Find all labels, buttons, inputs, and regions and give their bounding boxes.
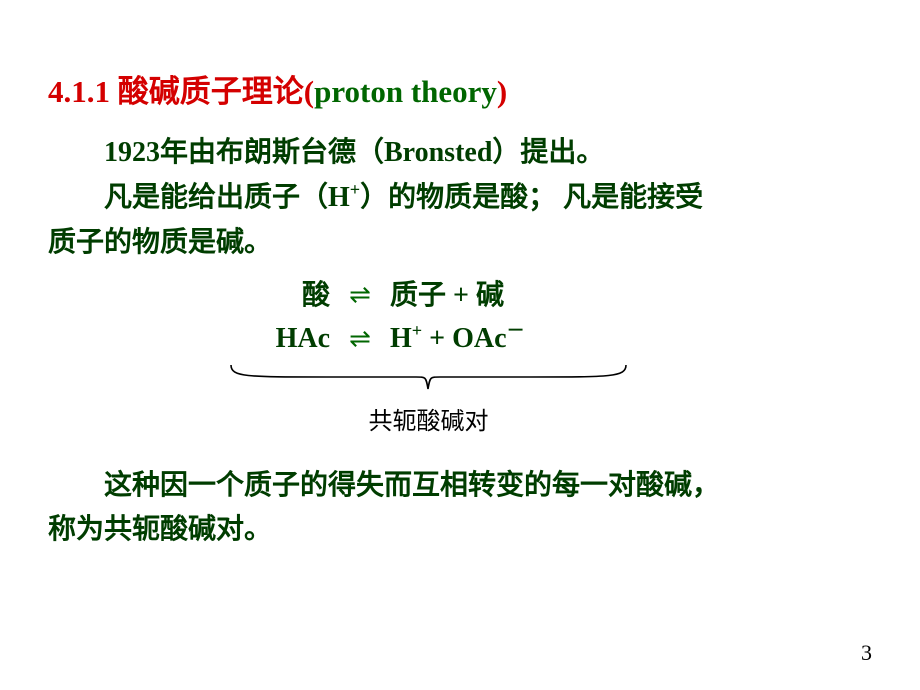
body-line-1: 1923年由布朗斯台德（Bronsted）提出。 [40,131,880,176]
section-heading: 4.1.1 酸碱质子理论(proton theory) [40,70,880,113]
eq1-right: 质子 + 碱 [390,274,504,317]
eq1-left: 酸 [240,274,330,317]
eq2-sup1: + [412,321,422,341]
heading-number: 4.1.1 [48,74,110,109]
slide: 4.1.1 酸碱质子理论(proton theory) 1923年由布朗斯台德（… [0,0,920,690]
brace-wrap: 共轭酸碱对 [226,363,631,436]
body-line-5: 称为共轭酸碱对。 [40,508,880,553]
equation-row-1: 酸 ⇌ 质子 + 碱 [240,274,880,317]
equation-block: 酸 ⇌ 质子 + 碱 HAc ⇌ H+ + OAc－ [40,274,880,361]
body-line-3: 质子的物质是碱。 [40,221,880,266]
body-line-4: 这种因一个质子的得失而互相转变的每一对酸碱， [40,464,880,509]
eq2-left: HAc [240,317,330,360]
equilibrium-arrow-icon: ⇌ [330,319,390,359]
brace-label: 共轭酸碱对 [226,401,631,436]
heading-paren-close: ) [497,74,507,109]
eq2-right: H+ + OAc－ [390,317,525,360]
eq2-sup2: － [507,321,525,341]
heading-title-cn: 酸碱质子理论 [118,74,304,109]
heading-title-en: proton theory [314,74,497,109]
equilibrium-arrow-icon: ⇌ [330,275,390,315]
body-line-2a: 凡是能给出质子（H [104,182,350,213]
body-line-2-sup: + [350,180,360,200]
eq2-right-b: + OAc [422,323,506,354]
eq2-right-a: H [390,323,412,354]
body-line-2: 凡是能给出质子（H+）的物质是酸； 凡是能接受 [40,176,880,221]
equation-row-2: HAc ⇌ H+ + OAc－ [240,317,880,360]
curly-brace-icon [226,363,631,393]
body-line-2b: ）的物质是酸； 凡是能接受 [360,182,703,213]
heading-paren-open: ( [304,74,314,109]
page-number: 3 [861,640,872,666]
